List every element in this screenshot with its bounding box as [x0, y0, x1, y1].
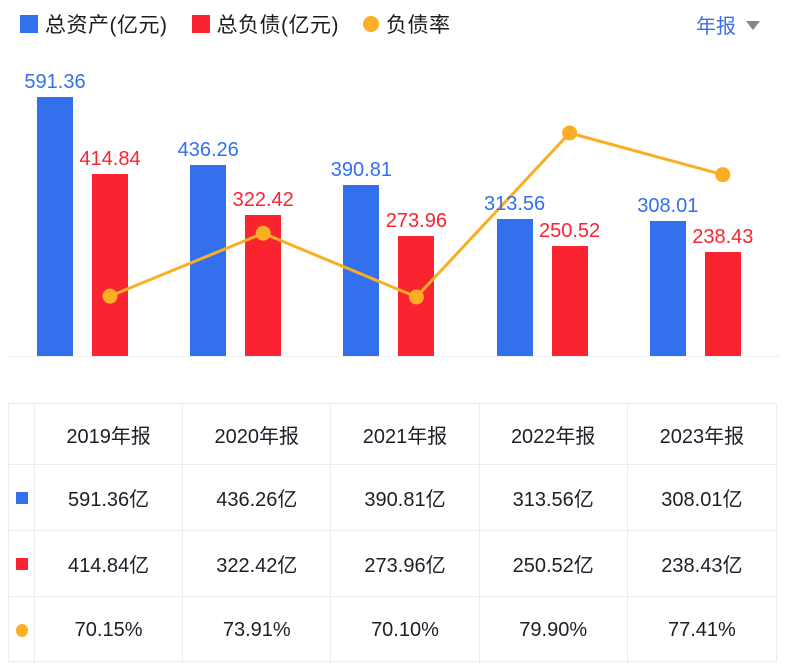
- debt-ratio-point-2020年报[interactable]: [255, 225, 271, 241]
- table-cell-r1-c3: 250.52亿: [479, 531, 628, 597]
- bar-assets-2023年报[interactable]: [649, 221, 686, 356]
- table-row-marker-cell-2: [9, 597, 35, 663]
- legend-item-0[interactable]: 总资产(亿元): [20, 9, 168, 39]
- legend-item-1[interactable]: 总负债(亿元): [191, 9, 340, 39]
- legend-item-label: 总负债(亿元): [216, 14, 339, 37]
- legend-item-label: 负债率: [386, 14, 451, 37]
- table-series-marker-icon: [15, 623, 28, 637]
- bar-debt-2019年报[interactable]: [92, 174, 128, 356]
- label-debt-2022年报: 250.52: [539, 220, 601, 243]
- bar-assets-2022年报[interactable]: [496, 218, 533, 356]
- chart-header: 总资产(亿元) 总负债(亿元) 负债率 年报: [0, 0, 788, 48]
- debt-ratio-point-2019年报[interactable]: [102, 288, 118, 304]
- debt-ratio-point-2023年报[interactable]: [715, 167, 731, 183]
- table-cell-r1-c2: 273.96亿: [331, 531, 480, 597]
- table-header-2019年报: 2019年报: [35, 404, 184, 465]
- table-cell-r2-c2: 70.10%: [331, 597, 480, 663]
- table-cell-r0-c2: 390.81亿: [331, 465, 480, 531]
- table-cell-r0-c1: 436.26亿: [183, 465, 332, 531]
- table-cell-r2-c4: 77.41%: [667, 618, 736, 641]
- label-debt-2023年报: 238.43: [692, 225, 754, 248]
- bar-assets-2019年报[interactable]: [37, 97, 73, 356]
- table-header-2020年报: 2020年报: [183, 404, 332, 465]
- label-assets-2020年报: 436.26: [177, 138, 239, 161]
- legend-marker-icon: [191, 15, 210, 33]
- chevron-down-icon[interactable]: [746, 20, 760, 30]
- bar-debt-2022年报[interactable]: [551, 246, 588, 356]
- assets-liabilities-chart: 591.36 414.84 436.26 322.42 390.81 273.96 313.…: [0, 48, 788, 403]
- table-row-marker-cell-1: [9, 531, 35, 597]
- legend-marker-icon: [20, 15, 38, 33]
- table-cell-r2-c0: 70.15%: [35, 597, 184, 663]
- legend-item-2[interactable]: 负债率: [363, 9, 451, 39]
- table-cell-r0-c0: 591.36亿: [35, 465, 184, 531]
- table-series-marker-icon: [15, 491, 28, 504]
- table-cell-r1-c0: 414.84亿: [35, 531, 184, 597]
- debt-ratio-point-2022年报[interactable]: [562, 125, 578, 141]
- table-row-marker-cell-0: [9, 465, 35, 531]
- debt-ratio-point-2021年报[interactable]: [408, 289, 424, 305]
- table-cell-r1-c1: 322.42亿: [183, 531, 332, 597]
- table-cell-r0-c3: 313.56亿: [479, 465, 628, 531]
- legend-marker-icon: [363, 16, 379, 32]
- period-selector-label[interactable]: 年报: [696, 15, 736, 38]
- table-cell-r0-c4: 308.01亿: [627, 465, 776, 531]
- table-series-marker-icon: [15, 557, 28, 570]
- table-cell-r2-c1: 73.91%: [183, 597, 332, 663]
- label-debt-2019年报: 414.84: [79, 148, 141, 171]
- table-header-2023年报: 2023年报: [627, 404, 776, 465]
- label-debt-2020年报: 322.42: [232, 188, 294, 211]
- label-assets-2021年报: 390.81: [330, 158, 392, 181]
- report-data-table: 2019年报 2020年报 2021年报 2022年报 2023年报 591.36亿 436…: [8, 403, 777, 663]
- table-header-2021年报: 2021年报: [331, 404, 480, 465]
- label-assets-2023年报: 308.01: [637, 195, 699, 218]
- bar-debt-2023年报[interactable]: [704, 251, 741, 356]
- table-header-2022年报: 2022年报: [479, 404, 628, 465]
- chart-legend: 总资产(亿元) 总负债(亿元) 负债率: [20, 9, 451, 39]
- legend-item-label: 总资产(亿元): [45, 14, 168, 37]
- chart-baseline: [8, 356, 780, 357]
- label-assets-2022年报: 313.56: [484, 192, 546, 215]
- table-cell-r2-c3: 79.90%: [480, 597, 628, 663]
- label-debt-2021年报: 273.96: [385, 210, 447, 232]
- table-corner-cell: [9, 404, 35, 465]
- period-selector[interactable]: 年报: [696, 10, 760, 39]
- label-assets-2019年报: 591.36: [24, 71, 86, 93]
- debt-ratio-line-layer: [102, 125, 731, 305]
- table-cell-r1-c4: 238.43亿: [627, 531, 776, 597]
